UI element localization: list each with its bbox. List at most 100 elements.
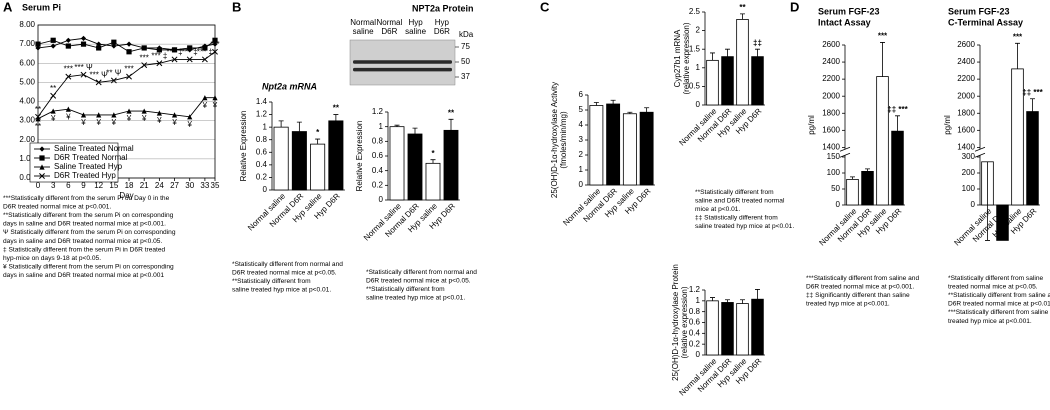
y-tick-label: 0.6 bbox=[689, 318, 701, 327]
point bbox=[187, 114, 193, 120]
bar bbox=[876, 76, 889, 206]
y-tick-label: 1.2 bbox=[256, 110, 268, 119]
footnote: ¥ Statistically different from the serum… bbox=[3, 264, 174, 271]
error-bar bbox=[1000, 237, 1005, 241]
point bbox=[65, 43, 71, 49]
significance-label: * bbox=[316, 128, 320, 137]
y-tick-label: 200 bbox=[962, 168, 976, 177]
y-tick-label: 8.00 bbox=[19, 20, 35, 29]
y-tick-label: 5 bbox=[579, 105, 584, 114]
bar bbox=[639, 111, 654, 186]
y-tick-label: 2 bbox=[696, 26, 701, 35]
y-tick-label: 1 bbox=[263, 122, 268, 131]
x-tick-label: 15 bbox=[109, 181, 118, 190]
bar bbox=[706, 300, 719, 356]
y-tick-label: 2000 bbox=[957, 91, 975, 100]
legend-marker bbox=[39, 155, 45, 161]
y-tick-label: 2200 bbox=[957, 74, 975, 83]
significance-label: ** bbox=[35, 105, 41, 114]
y-tick-label: 2 bbox=[579, 150, 584, 159]
significance-label: ¥ bbox=[111, 118, 117, 127]
error-bar bbox=[333, 114, 339, 121]
y-tick-label: 0.8 bbox=[256, 135, 268, 144]
y-tick-label: 2.00 bbox=[19, 135, 35, 144]
point bbox=[50, 37, 56, 43]
point bbox=[126, 41, 132, 47]
significance-label: ¥ bbox=[65, 112, 71, 121]
error-bar bbox=[755, 289, 760, 300]
y-tick-label: 0.6 bbox=[372, 151, 384, 160]
blot-marker: 37 bbox=[461, 72, 470, 81]
y-tick-label: 0 bbox=[579, 180, 584, 189]
point bbox=[156, 60, 163, 67]
y-axis-label: Relative Expression bbox=[239, 111, 248, 182]
y-tick-label: 0 bbox=[836, 200, 841, 209]
point bbox=[171, 112, 178, 118]
y-tick-label: 1.4 bbox=[256, 97, 268, 106]
footnote: saline treated hyp mice at p<0.01. bbox=[695, 223, 794, 230]
point bbox=[171, 56, 178, 63]
bar bbox=[273, 126, 289, 191]
chart-title: NPT2a Protein bbox=[412, 3, 474, 13]
significance-label: ¥ bbox=[171, 118, 177, 127]
lane-label: Hyp bbox=[435, 18, 450, 27]
significance-label: *** ‡ bbox=[151, 51, 167, 60]
legend-label: Saline Treated Hyp bbox=[54, 162, 123, 171]
point bbox=[111, 112, 117, 118]
error-bar bbox=[725, 299, 730, 303]
legend-label: Saline Treated Normal bbox=[54, 144, 134, 153]
footnote: *Statistically different from normal and bbox=[366, 269, 477, 276]
x-tick-label: 3 bbox=[51, 181, 56, 190]
point bbox=[65, 73, 72, 80]
point bbox=[96, 112, 102, 118]
footnote: D6R treated normal mice at p<0.001. bbox=[806, 283, 914, 290]
plot-frame bbox=[37, 24, 216, 179]
lane-label: saline bbox=[353, 27, 374, 36]
significance-label: *** ‡ bbox=[197, 48, 213, 57]
bar bbox=[736, 303, 749, 356]
point bbox=[202, 95, 208, 101]
y-tick-label: 0 bbox=[263, 185, 268, 194]
y-tick-label: 7.00 bbox=[19, 39, 35, 48]
significance-label: ¥ bbox=[50, 114, 56, 123]
error-bar bbox=[895, 115, 900, 132]
y-tick-label: 150 bbox=[827, 152, 841, 161]
y-tick-label: 2400 bbox=[822, 57, 840, 66]
y-axis-label: 25(OH)D-1α-hydroxylase Activity bbox=[550, 82, 559, 198]
y-tick-label: 0 bbox=[971, 200, 976, 209]
y-tick-label: 2600 bbox=[957, 40, 975, 49]
footnote: ‡‡ Statistically different from bbox=[695, 215, 778, 222]
error-bar bbox=[865, 168, 870, 172]
footnote: hyp-mice on days 9-18 at p<0.05. bbox=[3, 255, 101, 262]
error-bar bbox=[985, 161, 990, 241]
bar bbox=[389, 126, 405, 201]
error-bar bbox=[448, 118, 454, 131]
chart-subtitle: Intact Assay bbox=[818, 17, 871, 27]
point bbox=[96, 45, 102, 51]
legend-marker bbox=[39, 164, 45, 170]
point bbox=[156, 47, 162, 53]
footnote: *Statistically different from normal and bbox=[232, 261, 343, 268]
y-axis-label: 25(OH)D-1α-hydroxylase Protein bbox=[671, 264, 680, 381]
x-tick-label: 24 bbox=[155, 181, 164, 190]
panel-label: D bbox=[790, 0, 799, 14]
footnote: *Statistically different from saline bbox=[948, 275, 1043, 282]
error-bar bbox=[593, 102, 599, 106]
x-tick-label: 12 bbox=[94, 181, 103, 190]
x-tick-label: 0 bbox=[36, 181, 41, 190]
y-tick-label: 0.2 bbox=[689, 339, 701, 348]
error-bar bbox=[725, 48, 730, 57]
point bbox=[186, 56, 193, 63]
y-tick-label: 1800 bbox=[822, 108, 840, 117]
blot-marker: 75 bbox=[461, 42, 470, 51]
y-tick-label: 2400 bbox=[957, 57, 975, 66]
bar bbox=[736, 19, 749, 106]
lane-label: D6R bbox=[434, 27, 450, 36]
bar bbox=[751, 298, 764, 356]
significance-label: ¥ bbox=[156, 116, 162, 125]
bar bbox=[328, 120, 344, 191]
y-tick-label: 1 bbox=[696, 296, 701, 305]
error-bar bbox=[740, 13, 745, 20]
point bbox=[50, 108, 56, 114]
